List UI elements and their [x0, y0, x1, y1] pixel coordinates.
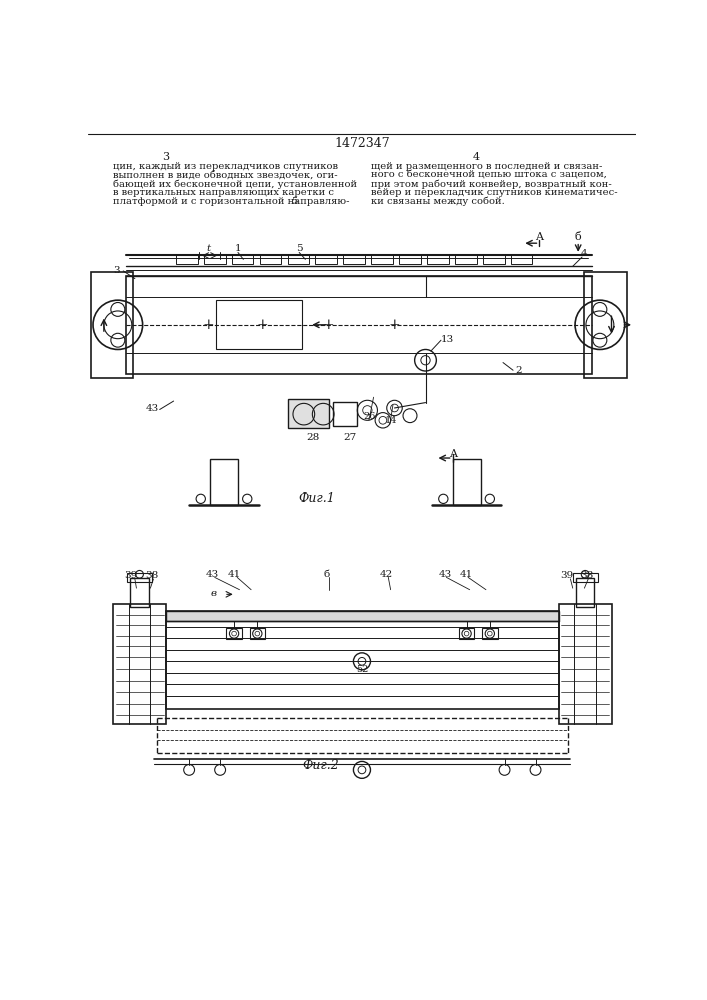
Bar [510, 255, 532, 264]
Text: +: + [389, 318, 400, 332]
Bar [232, 255, 253, 264]
Bar [455, 255, 477, 264]
Text: 5: 5 [291, 197, 298, 206]
Bar [573, 573, 597, 582]
Bar [226, 628, 242, 639]
Text: выполнен в виде обводных звездочек, оги-: выполнен в виде обводных звездочек, оги- [113, 171, 338, 180]
Bar [559, 604, 612, 724]
Bar [259, 255, 281, 264]
Bar [166, 611, 559, 620]
Text: вейер и перекладчик спутников кинематичес-: вейер и перекладчик спутников кинематиче… [371, 188, 618, 197]
Text: +: + [323, 318, 334, 332]
Text: 41: 41 [228, 570, 240, 579]
Bar [371, 255, 393, 264]
Bar [126, 276, 592, 374]
Text: бающей их бесконечной цепи, установленной: бающей их бесконечной цепи, установленно… [113, 179, 357, 189]
Text: 1: 1 [235, 244, 241, 253]
Text: 42: 42 [380, 570, 393, 579]
Text: щей и размещенного в последней и связан-: щей и размещенного в последней и связан- [371, 162, 602, 171]
Text: 26: 26 [363, 412, 376, 421]
Text: 43: 43 [438, 570, 452, 579]
Text: 3: 3 [163, 152, 170, 162]
Text: 3: 3 [114, 266, 120, 275]
Bar [482, 628, 498, 639]
Text: 41: 41 [460, 570, 473, 579]
Bar [315, 255, 337, 264]
Bar [459, 628, 474, 639]
Text: 5: 5 [296, 244, 303, 253]
Text: б: б [324, 570, 330, 579]
Bar [332, 402, 357, 426]
Text: при этом рабочий конвейер, возвратный кон-: при этом рабочий конвейер, возвратный ко… [371, 179, 612, 189]
Text: 39: 39 [124, 571, 138, 580]
Bar [90, 272, 134, 378]
Text: ки связаны между собой.: ки связаны между собой. [371, 197, 505, 206]
Text: Фиг.1: Фиг.1 [298, 492, 335, 505]
Text: 14: 14 [385, 416, 397, 425]
Bar [216, 300, 301, 349]
Text: платформой и с горизонтальной направляю-: платформой и с горизонтальной направляю- [113, 197, 350, 206]
Bar [288, 399, 329, 428]
Text: 39: 39 [561, 571, 574, 580]
Text: цин, каждый из перекладчиков спутников: цин, каждый из перекладчиков спутников [113, 162, 338, 171]
Bar [399, 255, 421, 264]
Text: 4: 4 [581, 249, 588, 258]
Text: A: A [449, 449, 457, 459]
Bar [204, 255, 226, 264]
Text: 38: 38 [146, 571, 158, 580]
Bar [250, 628, 265, 639]
Bar [288, 255, 309, 264]
Text: t: t [206, 244, 211, 253]
Text: A: A [535, 232, 544, 242]
Text: 4: 4 [472, 152, 479, 162]
Text: б: б [575, 232, 582, 242]
Bar [130, 578, 149, 607]
Text: +: + [203, 318, 214, 332]
Text: 38: 38 [580, 571, 593, 580]
Bar [452, 459, 481, 505]
Bar [483, 255, 505, 264]
Text: в вертикальных направляющих каретки с: в вертикальных направляющих каретки с [113, 188, 334, 197]
Text: 52: 52 [356, 665, 368, 674]
Bar [127, 573, 152, 582]
Bar [575, 578, 595, 607]
Text: 43: 43 [146, 404, 158, 413]
Text: ного с бесконечной цепью штока с зацепом,: ного с бесконечной цепью штока с зацепом… [371, 171, 607, 180]
Bar [585, 272, 627, 378]
Text: в: в [211, 589, 217, 598]
Text: 13: 13 [440, 335, 454, 344]
Text: 1472347: 1472347 [334, 137, 390, 150]
Text: 27: 27 [344, 433, 357, 442]
Text: 2: 2 [515, 366, 522, 375]
Text: 28: 28 [307, 433, 320, 442]
Bar [113, 604, 166, 724]
Bar [344, 255, 365, 264]
Bar [210, 459, 238, 505]
Bar [176, 255, 198, 264]
Bar [427, 255, 449, 264]
Text: +: + [257, 318, 269, 332]
Text: 43: 43 [206, 570, 219, 579]
Text: Фиг.2: Фиг.2 [303, 759, 339, 772]
